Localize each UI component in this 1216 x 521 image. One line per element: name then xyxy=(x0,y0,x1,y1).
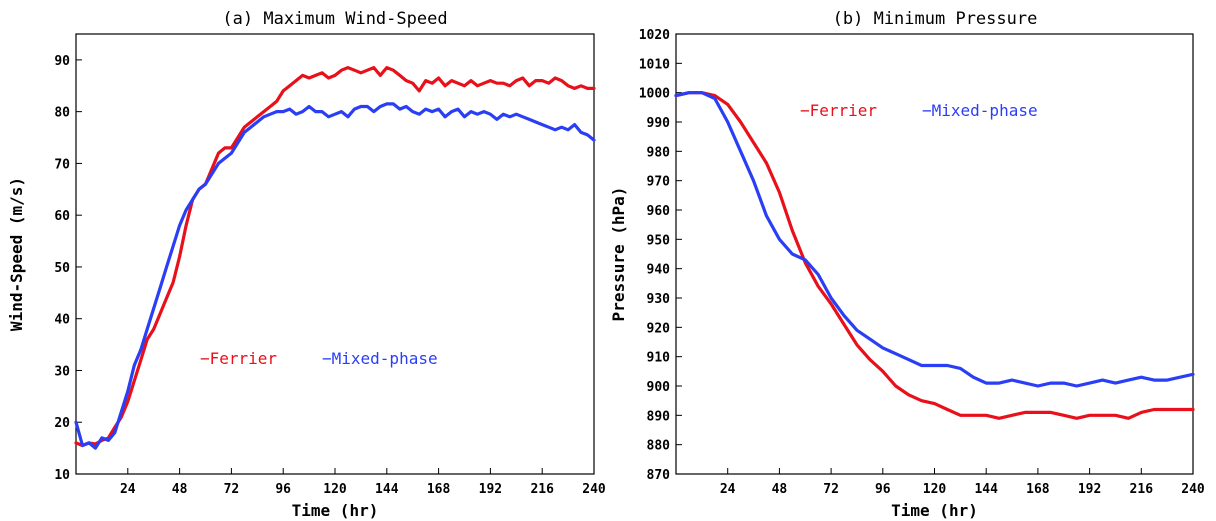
y-tick-label: 30 xyxy=(54,364,70,379)
y-tick-label: 950 xyxy=(647,233,671,248)
y-tick-label: 40 xyxy=(54,313,70,328)
y-tick-label: 970 xyxy=(647,175,671,190)
y-tick-label: 900 xyxy=(647,380,671,395)
y-axis-label-b: Pressure (hPa) xyxy=(609,187,628,322)
y-tick-label: 930 xyxy=(647,292,671,307)
x-tick-label: 168 xyxy=(427,482,451,497)
series-line-ferrier-a xyxy=(74,65,596,448)
y-tick-label: 990 xyxy=(647,116,671,131)
y-tick-label: 60 xyxy=(54,209,70,224)
x-tick-label: 96 xyxy=(875,482,891,497)
x-tick-label: 240 xyxy=(1181,482,1205,497)
chart-b: (b) Minimum Pressure 870 880 890 900 910 920 93… xyxy=(609,9,1205,520)
x-axis-label-b: Time (hr) xyxy=(891,501,978,520)
x-tick-label: 96 xyxy=(275,482,291,497)
x-tick-label: 72 xyxy=(224,482,240,497)
x-tick-label: 216 xyxy=(1130,482,1154,497)
y-tick-label: 910 xyxy=(647,351,671,366)
y-tick-label: 1020 xyxy=(639,28,670,43)
x-tick-label: 72 xyxy=(823,482,839,497)
y-tick-label: 920 xyxy=(647,321,671,336)
x-tick-label: 48 xyxy=(772,482,788,497)
x-tick-label: 24 xyxy=(720,482,736,497)
x-tick-label: 216 xyxy=(530,482,554,497)
y-tick-label: 870 xyxy=(647,468,671,483)
legend-entry-ferrier-a: −Ferrier xyxy=(200,349,277,368)
y-tick-label: 980 xyxy=(647,145,671,160)
x-tick-label: 168 xyxy=(1026,482,1050,497)
y-tick-label: 90 xyxy=(54,54,70,69)
chart-title-b: (b) Minimum Pressure xyxy=(833,9,1038,29)
x-tick-label: 120 xyxy=(923,482,947,497)
y-tick-label: 940 xyxy=(647,263,671,278)
y-tick-label: 880 xyxy=(647,439,671,454)
x-tick-label: 24 xyxy=(120,482,136,497)
y-tick-label: 50 xyxy=(54,261,70,276)
x-tick-label: 192 xyxy=(1078,482,1101,497)
y-tick-label: 960 xyxy=(647,204,671,219)
y-tick-label: 890 xyxy=(647,409,671,424)
legend-entry-mixed-phase-a: −Mixed-phase xyxy=(322,349,438,368)
x-tick-label: 48 xyxy=(172,482,188,497)
y-tick-label: 1010 xyxy=(639,57,670,72)
x-tick-label: 144 xyxy=(974,482,998,497)
x-tick-label: 144 xyxy=(375,482,399,497)
x-tick-label: 240 xyxy=(582,482,606,497)
legend-entry-mixed-phase-b: −Mixed-phase xyxy=(922,101,1038,120)
series-line-mixed-phase-b xyxy=(674,91,1195,388)
plot-frame-a xyxy=(75,33,595,475)
chart-a: (a) Maximum Wind-Speed 10 20 30 40 50 60 70 80 90… xyxy=(7,9,606,520)
chart-title-a: (a) Maximum Wind-Speed xyxy=(222,9,447,29)
x-axis-label-a: Time (hr) xyxy=(292,501,379,520)
y-tick-label: 80 xyxy=(54,106,70,121)
series-line-ferrier-b xyxy=(674,91,1195,420)
y-tick-label: 70 xyxy=(54,157,70,172)
y-tick-label: 1000 xyxy=(639,87,670,102)
y-tick-label: 10 xyxy=(54,468,70,483)
x-tick-label: 120 xyxy=(323,482,347,497)
x-tick-label: 192 xyxy=(479,482,502,497)
legend-entry-ferrier-b: −Ferrier xyxy=(800,101,877,120)
plot-frame-b xyxy=(675,33,1194,475)
y-tick-label: 20 xyxy=(54,416,70,431)
series-line-mixed-phase-a xyxy=(74,102,596,450)
y-axis-label-a: Wind-Speed (m/s) xyxy=(7,177,26,331)
